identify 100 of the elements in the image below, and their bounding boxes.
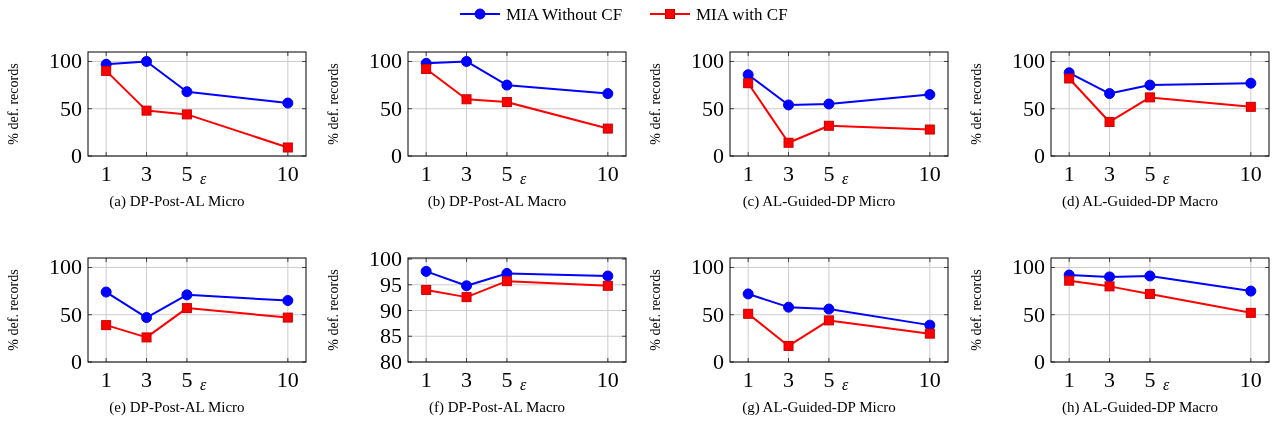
y-axis-title: % def. records [969, 63, 984, 145]
x-tick-label: 10 [596, 161, 619, 186]
text: (e) DP-Post-AL Micro [109, 399, 245, 416]
x-tick-label: 3 [1104, 161, 1116, 186]
x-tick-label: 1 [100, 367, 112, 392]
y-tick-label: 0 [71, 143, 82, 168]
point [282, 142, 293, 153]
point [282, 97, 294, 109]
y-tick-label: 0 [71, 349, 82, 374]
point [101, 320, 112, 331]
x-tick-label: 3 [461, 367, 473, 392]
x-tick-label: 3 [141, 367, 153, 392]
y-tick-label: 0 [1034, 349, 1045, 374]
x-tick-label: 5 [1144, 161, 1156, 186]
x-tick-label: 1 [100, 161, 112, 186]
point [602, 88, 614, 100]
point [783, 99, 795, 111]
y-tick-label: 100 [691, 48, 724, 74]
point [421, 284, 432, 295]
legend-label: MIA Without CF [506, 5, 623, 24]
text: (g) AL-Guided-DP Micro [742, 399, 896, 416]
x-tick-label: 10 [596, 367, 619, 392]
point [823, 120, 834, 131]
point [924, 89, 936, 101]
y-axis-title: % def. records [326, 63, 341, 145]
point [783, 301, 795, 313]
point [1245, 285, 1257, 297]
x-tick-label: 1 [420, 161, 432, 186]
point [501, 97, 512, 108]
x-tick-label: 5 [181, 161, 193, 186]
y-tick-label: 0 [713, 349, 724, 374]
x-tick-label: 3 [1104, 367, 1116, 392]
point [1144, 270, 1156, 282]
x-tick-label: 5 [1144, 367, 1156, 392]
point [1104, 88, 1116, 100]
x-tick-label: 3 [141, 161, 153, 186]
y-tick-label: 100 [1012, 48, 1045, 74]
x-axis-title: ε [199, 170, 207, 187]
point [421, 64, 432, 75]
point [1245, 101, 1256, 112]
x-axis-title: ε [1162, 376, 1170, 393]
text: (b) DP-Post-AL Macro [427, 193, 567, 210]
x-tick-label: 3 [783, 161, 795, 186]
point [1104, 116, 1115, 127]
y-tick-label: 100 [691, 254, 724, 280]
x-axis-title: ε [519, 170, 527, 187]
y-tick-label: 0 [713, 143, 724, 168]
point [461, 94, 472, 105]
y-axis-title: % def. records [6, 269, 21, 351]
x-tick-label: 10 [1239, 367, 1262, 392]
point [1144, 288, 1155, 299]
text: (d) AL-Guided-DP Macro [1061, 193, 1219, 210]
point [1144, 79, 1156, 91]
y-tick-label: 50 [1023, 301, 1045, 327]
point [181, 109, 192, 120]
y-axis-title: % def. records [648, 269, 663, 351]
point [1064, 275, 1075, 286]
point [1064, 73, 1075, 84]
x-tick-label: 1 [742, 367, 754, 392]
point [602, 270, 614, 282]
point [602, 123, 613, 134]
x-axis-title: ε [519, 376, 527, 393]
x-tick-label: 5 [181, 367, 193, 392]
y-tick-label: 50 [702, 301, 724, 327]
point [924, 124, 935, 135]
y-axis-title: % def. records [969, 269, 984, 351]
y-tick-label: 50 [60, 301, 82, 327]
y-tick-label: 50 [380, 95, 402, 121]
point [461, 280, 473, 292]
point [141, 332, 152, 343]
x-tick-label: 10 [1239, 161, 1262, 186]
text: (h) AL-Guided-DP Macro [1061, 399, 1219, 416]
point [783, 340, 794, 351]
x-axis-title: ε [1162, 170, 1170, 187]
y-tick-label: 100 [1012, 254, 1045, 280]
point [181, 86, 193, 98]
y-tick-label: 100 [49, 254, 82, 280]
point [501, 276, 512, 287]
x-tick-label: 5 [501, 161, 513, 186]
point [823, 98, 835, 110]
y-axis-title: % def. records [326, 269, 341, 351]
point [282, 295, 294, 307]
legend-label: MIA with CF [696, 5, 788, 24]
point [420, 265, 432, 277]
x-tick-label: 1 [420, 367, 432, 392]
point [141, 55, 153, 67]
y-axis-title: % def. records [648, 63, 663, 145]
x-tick-label: 3 [783, 367, 795, 392]
text: (a) DP-Post-AL Micro [109, 193, 245, 210]
x-tick-label: 10 [276, 367, 299, 392]
x-tick-label: 5 [501, 367, 513, 392]
x-tick-label: 10 [918, 161, 941, 186]
point [181, 303, 192, 314]
x-axis-title: ε [841, 376, 849, 393]
point [924, 328, 935, 339]
text: (c) AL-Guided-DP Micro [742, 193, 896, 210]
x-tick-label: 5 [823, 161, 835, 186]
x-tick-label: 1 [1063, 161, 1075, 186]
point [181, 289, 193, 301]
y-tick-label: 80 [380, 349, 402, 374]
